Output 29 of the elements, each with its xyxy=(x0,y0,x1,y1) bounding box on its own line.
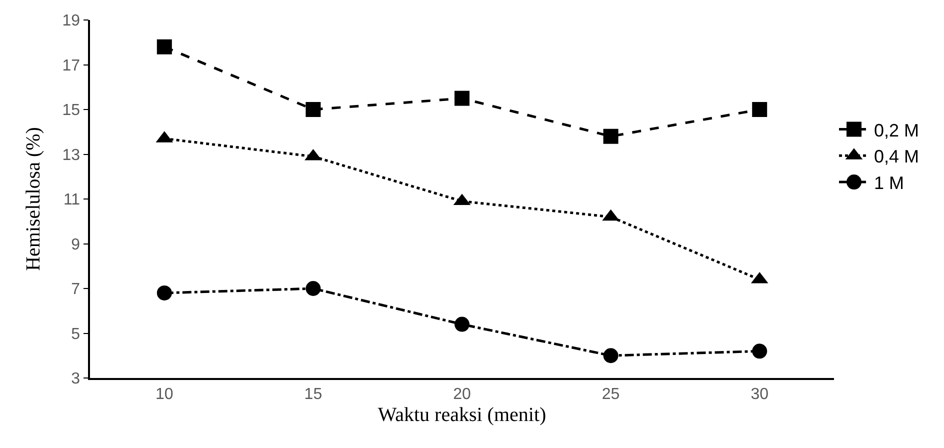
x-axis-title: Waktu reaksi (menit) xyxy=(378,404,546,426)
point xyxy=(306,281,321,296)
legend-label: 1 M xyxy=(874,173,904,194)
y-tick-label: 13 xyxy=(62,146,80,164)
legend-label: 0,2 M xyxy=(874,120,920,140)
y-tick-label: 19 xyxy=(62,12,80,30)
y-tick-label: 11 xyxy=(63,192,80,209)
y-tick-label: 17 xyxy=(62,57,80,74)
x-tick-label: 30 xyxy=(750,386,769,403)
point xyxy=(603,348,618,364)
y-axis-title: Hemiselulosa (%) xyxy=(22,127,44,271)
point xyxy=(156,285,172,300)
x-tick-label: 10 xyxy=(156,386,174,403)
x-tick-label: 15 xyxy=(304,386,322,403)
point xyxy=(454,316,470,332)
point xyxy=(454,90,470,106)
point xyxy=(156,39,172,54)
x-tick-label: 25 xyxy=(602,386,620,403)
point xyxy=(306,102,321,117)
point xyxy=(603,128,618,144)
point xyxy=(752,102,768,117)
y-tick-label: 9 xyxy=(71,236,80,254)
y-tick-label: 3 xyxy=(71,370,80,388)
y-tick-label: 7 xyxy=(71,281,80,298)
legend-label: 0,4 M xyxy=(874,146,920,167)
point xyxy=(752,344,768,359)
y-tick-label: 5 xyxy=(71,326,80,343)
x-tick-label: 20 xyxy=(453,386,471,403)
y-tick-label: 15 xyxy=(62,102,80,120)
